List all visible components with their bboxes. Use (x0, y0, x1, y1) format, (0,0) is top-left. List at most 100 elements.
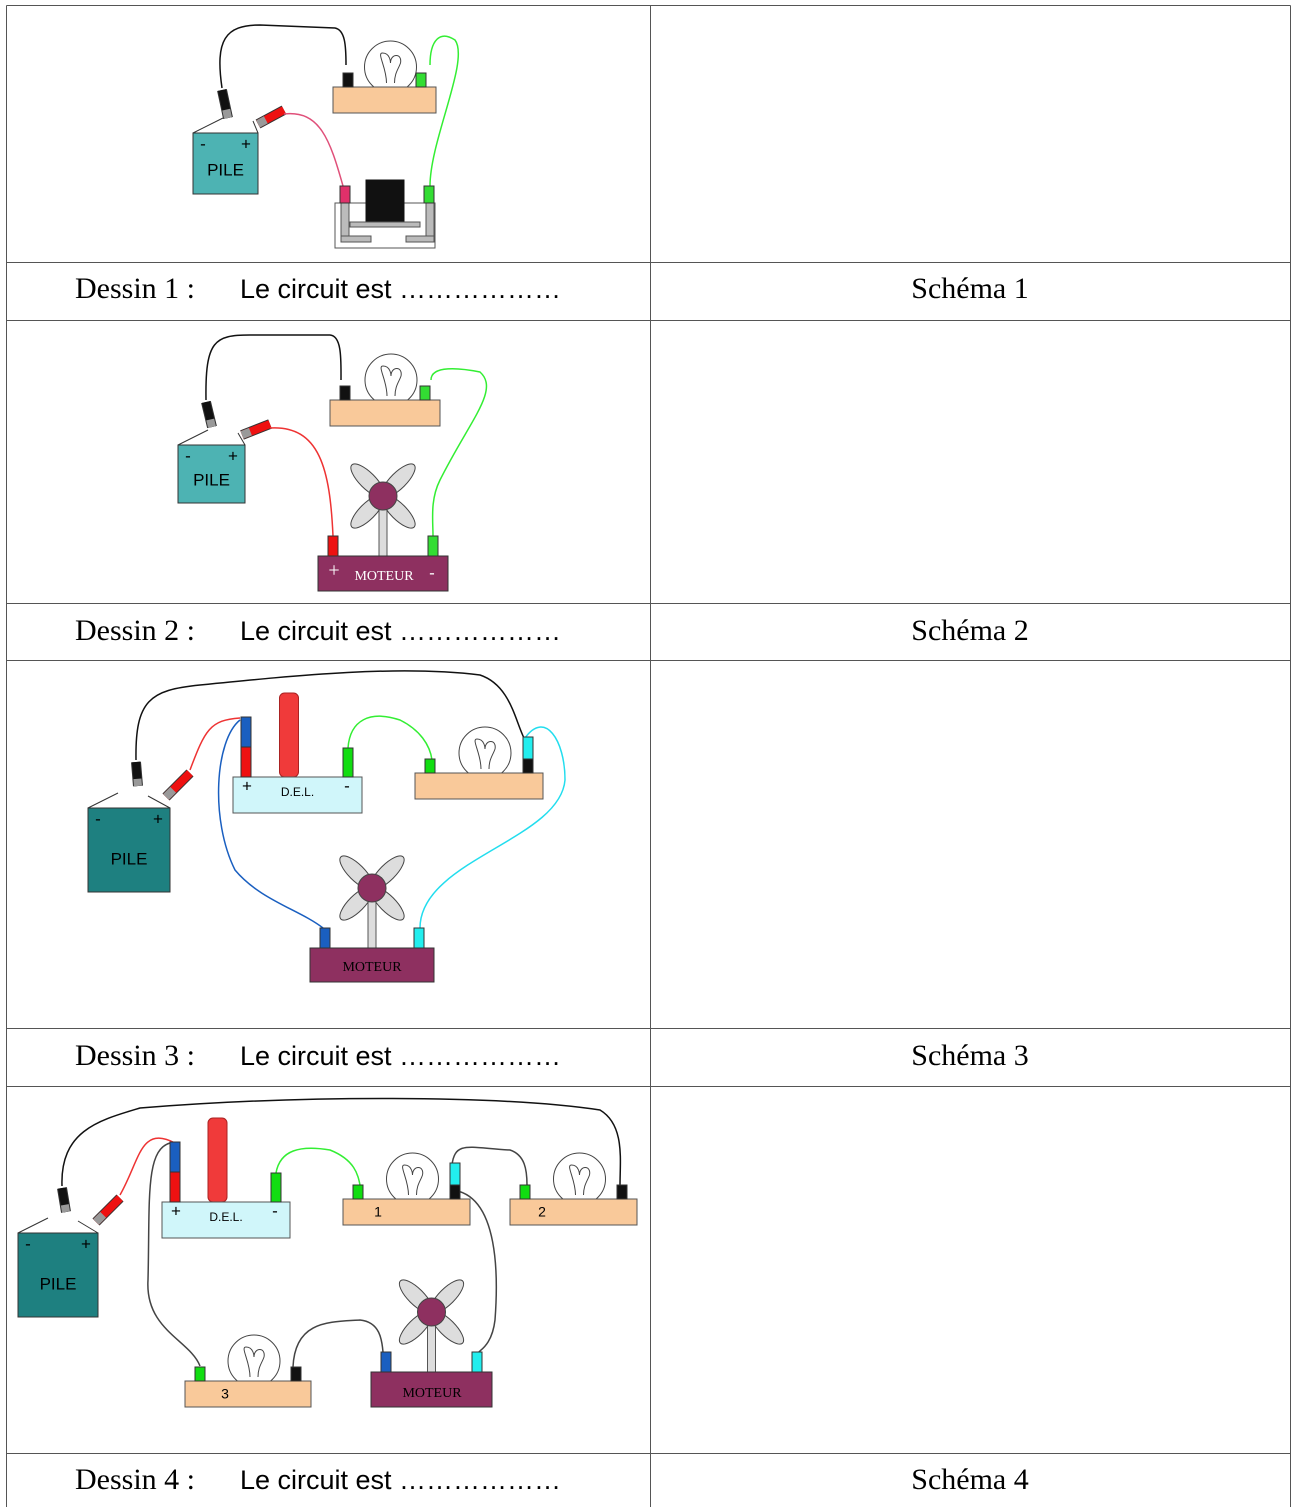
shape (519, 1184, 531, 1200)
pile-minus: - (25, 1234, 31, 1253)
bulb (458, 726, 512, 780)
motor-label: MOTEUR (402, 1386, 462, 1401)
shape (317, 555, 449, 592)
bulb (386, 1152, 439, 1206)
wire (147, 1142, 201, 1367)
motor-minus: - (429, 563, 435, 582)
shape (192, 132, 259, 195)
pile-plus: + (241, 134, 251, 153)
lamp-number: 2 (538, 1204, 546, 1220)
pile-top (177, 429, 246, 446)
shape (340, 235, 372, 243)
lamp-number: 1 (374, 1204, 382, 1220)
bulb (227, 1334, 281, 1388)
wire (269, 427, 334, 537)
wire (217, 719, 324, 929)
del-minus: - (344, 776, 350, 795)
schema-label: Schéma 4 (911, 1463, 1028, 1496)
shape (329, 399, 441, 427)
clip-tip (60, 1204, 70, 1213)
wire (283, 112, 344, 187)
shape (319, 927, 331, 949)
shape (471, 1351, 483, 1373)
shape (405, 235, 435, 243)
pile-plus: + (153, 809, 163, 828)
filament (380, 365, 402, 397)
pile-plus: + (228, 446, 238, 465)
wire (135, 670, 525, 761)
pile-label: PILE (207, 160, 244, 179)
shape (616, 1184, 628, 1200)
wire (219, 24, 347, 89)
shape (423, 185, 435, 204)
shape (184, 1380, 312, 1408)
clip-tip (163, 786, 177, 800)
hub (368, 481, 398, 511)
motor-plus: + (328, 560, 339, 582)
shape (413, 927, 425, 949)
shape (169, 1171, 181, 1203)
shape (380, 1351, 392, 1373)
shape (17, 1232, 99, 1318)
shape (370, 1371, 493, 1408)
shape (161, 1201, 291, 1239)
dessin-label: Dessin 4 : (75, 1463, 195, 1496)
shape (449, 1184, 461, 1200)
del-label: D.E.L. (281, 785, 314, 799)
filament (380, 52, 402, 84)
pile-top (192, 117, 259, 134)
del-plus: + (242, 776, 252, 795)
wire (119, 1137, 176, 1196)
shape (290, 1366, 302, 1382)
shape (424, 758, 436, 774)
shape (232, 776, 363, 814)
pile-label: PILE (111, 850, 148, 869)
shape (414, 772, 544, 800)
wire (429, 35, 460, 187)
shape (427, 535, 439, 557)
shape (194, 1366, 206, 1382)
hub (357, 873, 387, 903)
motor-label: MOTEUR (342, 960, 402, 975)
shape (327, 535, 339, 557)
circuit-text: Le circuit est ……………… (240, 1041, 561, 1071)
shape (415, 72, 427, 88)
shape (342, 1198, 471, 1226)
shape (425, 202, 435, 241)
circuit-text: Le circuit est ……………… (240, 616, 561, 646)
shape (342, 747, 354, 778)
table-grid (6, 5, 1291, 1507)
wire (205, 334, 342, 401)
filament (569, 1164, 591, 1196)
shape (332, 86, 437, 114)
circuit-text: Le circuit est ……………… (240, 274, 561, 304)
shape (342, 72, 354, 88)
clip-tip (222, 108, 232, 119)
motor-label: MOTEUR (354, 569, 414, 584)
filament (402, 1164, 424, 1196)
dessin-label: Dessin 1 : (75, 272, 195, 305)
hub (417, 1297, 446, 1327)
circuit-text: Le circuit est ……………… (240, 1465, 561, 1495)
schema-label: Schéma 1 (911, 272, 1028, 305)
pile-top (17, 1217, 99, 1234)
wire (292, 1319, 384, 1368)
shape (449, 1162, 461, 1186)
shape (349, 221, 421, 228)
del-label: D.E.L. (209, 1210, 242, 1224)
pile-label: PILE (40, 1275, 77, 1294)
wire (419, 726, 566, 929)
dessin-label: Dessin 3 : (75, 1039, 195, 1072)
pile-minus: - (185, 446, 191, 465)
shape (240, 746, 252, 778)
shape (340, 202, 350, 241)
schema-label: Schéma 2 (911, 614, 1028, 647)
shape (309, 947, 435, 983)
shape (522, 758, 534, 774)
shape (169, 1141, 181, 1173)
pile-label: PILE (193, 470, 230, 489)
bulb (553, 1152, 606, 1206)
wire (275, 1147, 361, 1186)
